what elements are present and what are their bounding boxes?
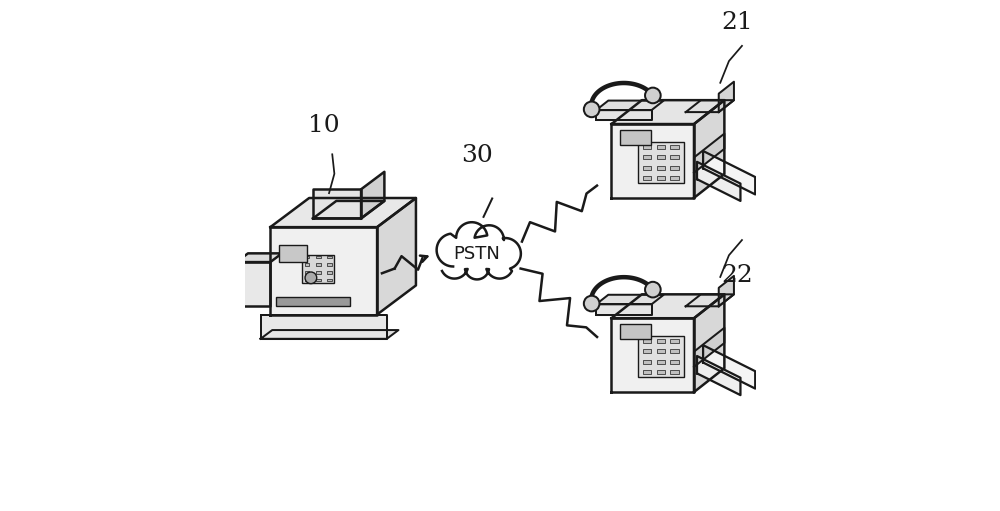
Polygon shape [236,253,282,262]
Bar [302,255,334,283]
Bar [276,296,350,306]
Bar [643,176,651,180]
Bar [327,278,332,281]
Polygon shape [697,162,740,201]
Bar [670,350,679,354]
Text: 21: 21 [722,11,753,35]
Bar [620,324,651,339]
Circle shape [584,296,599,311]
Text: PSTN: PSTN [454,245,500,263]
Bar [657,370,665,375]
Bar [670,176,679,180]
Text: 30: 30 [461,144,493,168]
Text: 10: 10 [308,113,340,137]
Polygon shape [313,201,384,218]
Bar [670,339,679,343]
Bar [316,278,321,281]
Bar [670,360,679,364]
Polygon shape [261,315,387,339]
Bar [643,350,651,354]
Bar [638,336,684,377]
Bar [620,130,651,145]
Polygon shape [611,294,724,318]
Bar [657,350,665,354]
Polygon shape [236,262,270,306]
Bar [657,176,665,180]
Bar [279,245,307,262]
Polygon shape [686,294,734,306]
Polygon shape [596,295,664,305]
Polygon shape [719,276,734,306]
Bar [657,145,665,149]
Bar [670,370,679,375]
Circle shape [584,102,599,117]
Bar [305,256,309,259]
Polygon shape [437,222,521,280]
Bar [305,264,309,266]
Bar [643,370,651,375]
Bar [327,264,332,266]
Polygon shape [261,330,398,339]
Bar [316,264,321,266]
Bar [670,155,679,159]
Bar [643,360,651,364]
Bar [643,339,651,343]
Bar [316,256,321,259]
Polygon shape [596,305,652,315]
Polygon shape [611,318,694,392]
Polygon shape [611,100,724,124]
Bar [670,145,679,149]
Bar [643,166,651,170]
Polygon shape [270,198,416,227]
Circle shape [305,272,317,284]
Polygon shape [686,100,734,112]
Circle shape [645,282,661,297]
Polygon shape [596,101,664,110]
Polygon shape [694,100,724,198]
Polygon shape [719,82,734,112]
Polygon shape [703,345,755,388]
Bar [657,166,665,170]
Polygon shape [694,133,724,173]
Polygon shape [377,198,416,315]
Bar [327,271,332,273]
Bar [643,145,651,149]
Text: 22: 22 [722,264,753,288]
Polygon shape [270,227,377,315]
Polygon shape [694,328,724,367]
Polygon shape [694,294,724,392]
Circle shape [645,87,661,103]
Polygon shape [596,110,652,121]
Bar [657,339,665,343]
Bar [657,360,665,364]
Bar [657,155,665,159]
Bar [327,256,332,259]
Bar [305,271,309,273]
Polygon shape [313,189,361,218]
Bar [643,155,651,159]
Polygon shape [703,151,755,194]
Bar [316,271,321,273]
Polygon shape [361,172,384,218]
Bar [670,166,679,170]
Polygon shape [697,356,740,395]
Bar [638,142,684,183]
Polygon shape [611,124,694,198]
Bar [305,278,309,281]
